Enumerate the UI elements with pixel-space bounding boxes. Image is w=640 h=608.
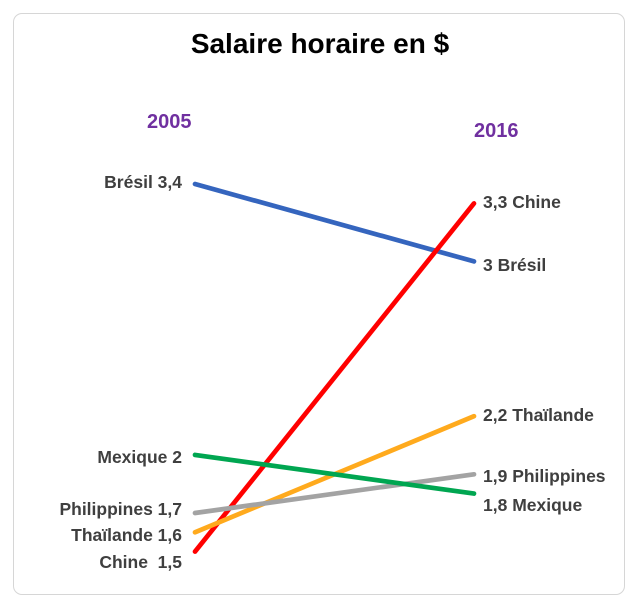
series-label-right-philippines: 1,9 Philippines	[483, 466, 606, 487]
series-label-left-mexique: Mexique 2	[97, 446, 182, 467]
series-label-left-philippines: Philippines 1,7	[59, 498, 182, 519]
slope-line-philippines	[192, 471, 477, 516]
year-label-2016: 2016	[474, 120, 519, 142]
series-label-right-chine: 3,3 Chine	[483, 192, 561, 213]
slope-line-bresil	[192, 181, 477, 264]
slope-line-chine	[192, 201, 477, 554]
series-label-left-thailande: Thaïlande 1,6	[71, 525, 182, 546]
year-label-2005: 2005	[147, 111, 192, 133]
slope-line-mexique	[192, 452, 477, 496]
series-label-right-bresil: 3 Brésil	[483, 255, 547, 276]
series-label-left-bresil: Brésil 3,4	[104, 172, 182, 192]
chart-title: Salaire horaire en $	[190, 28, 450, 59]
series-label-right-mexique: 1,8 Mexique	[483, 494, 583, 515]
series-label-right-thailande: 2,2 Thaïlande	[483, 405, 594, 426]
series-label-left-chine: Chine 1,5	[99, 551, 182, 572]
